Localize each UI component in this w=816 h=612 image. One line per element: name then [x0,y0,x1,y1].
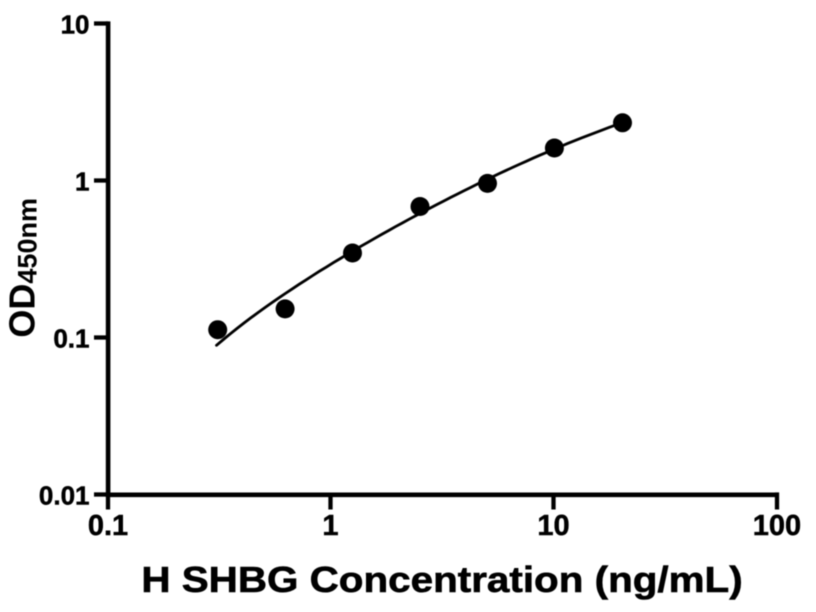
svg-text:1: 1 [322,510,338,542]
svg-text:1: 1 [75,167,89,197]
svg-text:H SHBG Concentration (ng/mL): H SHBG Concentration (ng/mL) [141,560,742,600]
svg-text:10: 10 [537,510,569,542]
svg-text:0.1: 0.1 [88,510,128,542]
svg-text:OD450nm: OD450nm [2,198,43,338]
svg-text:0.1: 0.1 [53,324,89,354]
svg-text:10: 10 [61,10,90,40]
svg-text:100: 100 [753,510,801,542]
svg-text:0.01: 0.01 [39,481,90,511]
